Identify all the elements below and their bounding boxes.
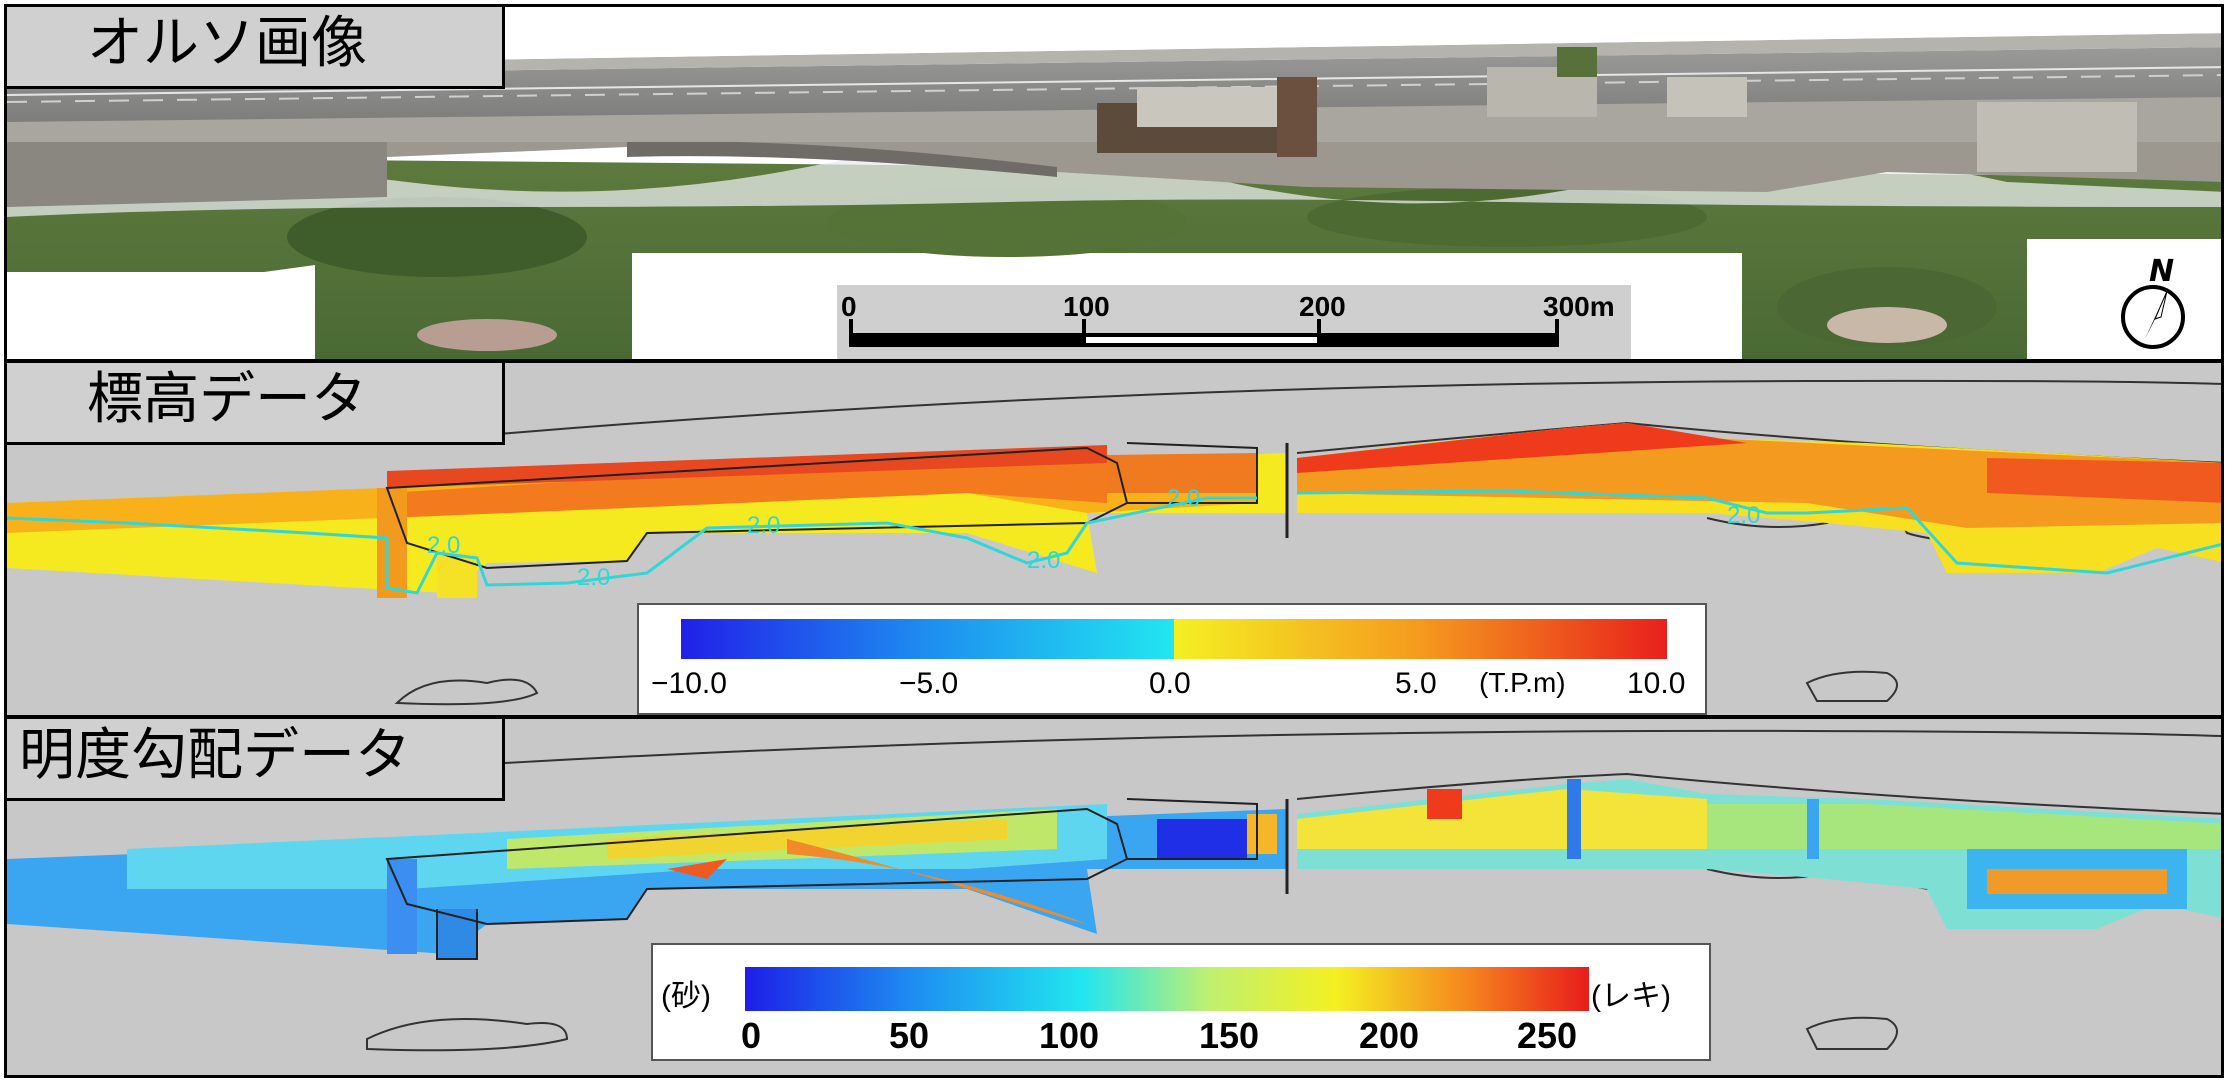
contour-label-1: 2.0 xyxy=(427,532,460,559)
contour-label-5: 2.0 xyxy=(1167,485,1200,512)
grad-tick-0: 0 xyxy=(741,1015,762,1056)
contour-label-6: 2.0 xyxy=(1727,502,1760,529)
elev-tick-5: 5.0 xyxy=(1395,667,1437,700)
scale-bar: 0 100 200 300m xyxy=(837,285,1631,359)
grad-tick-50: 50 xyxy=(889,1015,930,1056)
contour-label-3: 2.0 xyxy=(577,564,610,591)
ortho-panel: オルソ画像 0 100 200 300m N xyxy=(4,4,2224,362)
elevation-legend: −10.0 −5.0 0.0 5.0 (T.P.m) 10.0 xyxy=(637,603,1707,715)
scale-tick-100: 100 xyxy=(1063,291,1110,322)
gradient-right-label: (レキ) xyxy=(1591,980,1671,1013)
grad-tick-200: 200 xyxy=(1359,1015,1420,1056)
elevation-title-text: 標高データ xyxy=(87,367,367,432)
grad-tick-100: 100 xyxy=(1039,1015,1100,1056)
scale-bar-graphic xyxy=(849,319,1559,347)
scale-tick-0: 0 xyxy=(841,291,857,322)
grad-tick-250: 250 xyxy=(1517,1015,1578,1056)
elevation-title: 標高データ xyxy=(7,363,505,445)
north-arrow: N xyxy=(2115,254,2191,355)
gradient-colorbar xyxy=(745,967,1589,1011)
grad-tick-150: 150 xyxy=(1199,1015,1260,1056)
gradient-legend: (砂) (レキ) 0 50 100 150 200 250 xyxy=(651,943,1711,1061)
elevation-panel: 2.0 2.0 2.0 2.0 2.0 2.0 標高データ xyxy=(4,360,2224,718)
scale-tick-300m: 300m xyxy=(1543,291,1615,322)
ortho-title: オルソ画像 xyxy=(7,7,505,89)
scale-tick-200: 200 xyxy=(1299,291,1346,322)
gradient-title-text: 明度勾配データ xyxy=(19,723,411,788)
contour-label-2: 2.0 xyxy=(747,512,780,539)
contour-label-4: 2.0 xyxy=(1027,547,1060,574)
elevation-map: 2.0 2.0 2.0 2.0 2.0 2.0 xyxy=(7,379,2221,706)
gradient-panel: 明度勾配データ (砂) (レキ) xyxy=(4,716,2224,1078)
elev-tick-neg5: −5.0 xyxy=(899,667,959,700)
elev-tick-10: 10.0 xyxy=(1627,667,1686,700)
north-label: N xyxy=(2149,255,2174,289)
elevation-colorbar xyxy=(681,619,1667,659)
gradient-left-label: (砂) xyxy=(661,980,711,1013)
elev-tick-0: 0.0 xyxy=(1149,667,1191,700)
gradient-title: 明度勾配データ xyxy=(7,719,505,801)
ortho-title-text: オルソ画像 xyxy=(87,11,367,76)
gradient-map xyxy=(7,729,2221,1052)
elev-unit: (T.P.m) xyxy=(1479,667,1566,698)
elev-tick-neg10: −10.0 xyxy=(651,667,727,700)
north-arrow-icon: N xyxy=(2121,254,2185,349)
